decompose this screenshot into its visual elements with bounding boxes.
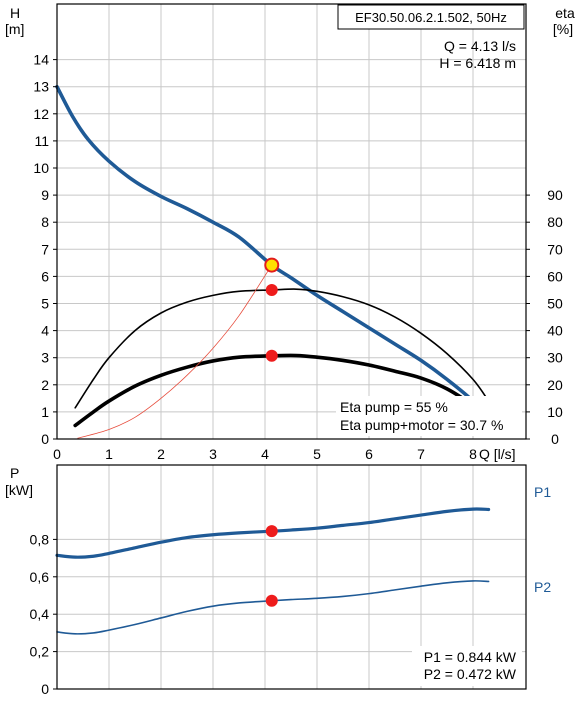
p2-readout: P2 = 0.472 kW [424,666,517,682]
eta-tick-label: 50 [547,296,563,312]
q-tick-label: 0 [53,446,61,462]
model-label: EF30.50.06.2.1.502, 50Hz [355,10,507,25]
p2-curve [56,580,490,635]
duty-point-marker [264,257,280,273]
h-tick-label: 1 [41,404,49,420]
eta-tick-label: 80 [547,214,563,230]
h-tick-label: 14 [33,52,49,68]
h-tick-label: 7 [41,241,49,257]
eta-pump-motor-readout: Eta pump+motor = 30.7 % [340,417,503,433]
eta-tick-label: 0 [551,431,559,447]
axis-tick-labels: 0123456789101112131401020304050607080900… [30,52,563,697]
h-tick-label: 9 [41,187,49,203]
h-axis-unit: [m] [5,21,24,37]
eta-axis-symbol: eta [555,5,575,21]
eta-pump-curve [74,288,500,419]
h-tick-label: 3 [41,350,49,366]
model-label-box [337,4,525,30]
h-tick-label: 13 [33,79,49,95]
eta-pump-motor-marker [265,349,278,362]
q-tick-label: 4 [261,446,269,462]
flow-readout: Q = 4.13 l/s [444,38,516,54]
p1-marker [265,525,278,538]
head-readout: H = 6.418 m [439,55,516,71]
h-tick-label: 8 [41,214,49,230]
eta-pump-marker [265,283,278,296]
eta-tick-label: 40 [547,323,563,339]
duty-point-markers [264,257,280,607]
h-tick-label: 11 [34,133,49,149]
h-tick-label: 2 [41,377,49,393]
power-readout-bg [412,646,522,686]
eta-pump-motor-curve [73,353,486,428]
eta-pump-readout: Eta pump = 55 % [340,399,448,415]
eta-axis-unit: [%] [553,21,573,37]
head-chart-frame [56,3,527,440]
q-tick-label: 8 [469,446,477,462]
p2-series-label: P2 [534,579,551,595]
eta-tick-label: 90 [547,187,563,203]
power-chart-frame [56,464,527,690]
eta-readout-bg [336,396,522,436]
q-tick-label: 2 [157,446,165,462]
eta-tick-label: 30 [547,350,563,366]
p1-readout: P1 = 0.844 kW [424,649,517,665]
eta-tick-label: 10 [547,404,563,420]
p-axis-unit: [kW] [5,482,33,498]
p-tick-label: 0,4 [30,606,50,622]
q-tick-label: 7 [417,446,425,462]
eta-tick-label: 70 [547,241,563,257]
q-tick-label: 3 [209,446,217,462]
h-tick-label: 6 [41,268,49,284]
p1-series-label: P1 [534,484,551,500]
p2-marker [265,594,278,607]
h-tick-label: 4 [41,323,49,339]
p-tick-label: 0 [41,681,49,696]
system-curve [77,264,273,439]
q-tick-label: 1 [105,446,113,462]
q-tick-label: 5 [313,446,321,462]
eta-tick-label: 20 [547,377,563,393]
h-tick-label: 12 [33,106,49,122]
h-tick-label: 5 [41,296,49,312]
eta-tick-label: 60 [547,268,563,284]
p-tick-label: 0,6 [30,569,50,585]
p-tick-label: 0,8 [30,531,50,547]
h-tick-label: 0 [41,431,49,447]
h-axis-symbol: H [10,5,20,21]
p-tick-label: 0,2 [30,644,50,660]
h-tick-label: 10 [33,160,49,176]
q-tick-label: 6 [365,446,373,462]
x-axis-label: Q [l/s] [479,446,516,462]
head-curve [55,84,491,422]
p-axis-symbol: P [10,465,19,481]
